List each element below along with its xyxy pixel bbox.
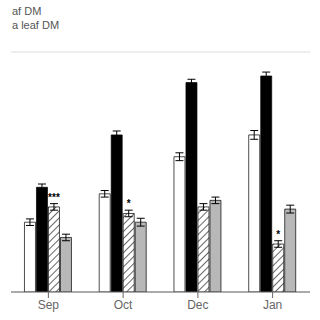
svg-text:Dec: Dec <box>187 298 208 312</box>
svg-text:Oct: Oct <box>114 298 133 312</box>
svg-text:*: * <box>276 229 280 240</box>
svg-text:Sep: Sep <box>38 298 60 312</box>
html-text:a leaf DM: a leaf DM <box>12 19 60 31</box>
svg-text:Jan: Jan <box>263 298 282 312</box>
svg-text:*: * <box>127 198 131 209</box>
html-text:af DM: af DM <box>12 5 42 17</box>
svg-text:***: *** <box>48 192 60 203</box>
